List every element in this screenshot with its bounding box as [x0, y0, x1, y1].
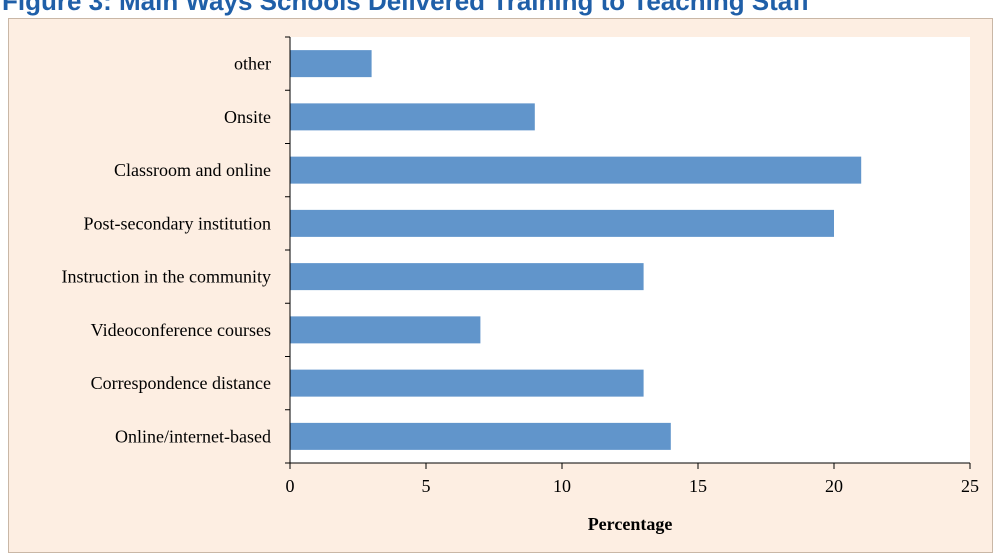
category-label-2: Classroom and online [114, 160, 271, 180]
bar-3 [290, 209, 834, 237]
category-label-4: Instruction in the community [62, 267, 271, 287]
x-tick-label-0: 0 [286, 476, 295, 496]
bar-5 [290, 316, 481, 344]
x-tick-label-3: 15 [689, 476, 707, 496]
bar-1 [290, 103, 535, 131]
category-label-5: Videoconference courses [91, 320, 271, 340]
bar-2 [290, 156, 862, 184]
x-tick-label-5: 25 [961, 476, 979, 496]
labels-group: other Onsite Classroom and online Post-seco… [62, 54, 979, 496]
category-label-0: other [234, 54, 271, 74]
x-tick-label-2: 10 [553, 476, 571, 496]
category-label-6: Correspondence distance [91, 373, 271, 393]
x-tick-label-1: 5 [422, 476, 431, 496]
axes-group [285, 36, 971, 469]
bar-0 [290, 50, 372, 78]
plot-area [290, 37, 970, 463]
bar-7 [290, 422, 671, 450]
x-axis-title: Percentage [588, 514, 673, 534]
category-label-3: Post-secondary institution [84, 213, 272, 233]
category-label-7: Online/internet-based [115, 426, 271, 446]
bar-6 [290, 369, 644, 397]
bars-group [290, 50, 862, 450]
bar-4 [290, 263, 644, 291]
category-label-1: Onsite [224, 107, 271, 127]
chart-title-strip: Figure 3: Main Ways Schools Delivered Tr… [0, 0, 996, 20]
chart-title: Figure 3: Main Ways Schools Delivered Tr… [2, 0, 810, 16]
x-tick-label-4: 20 [825, 476, 843, 496]
